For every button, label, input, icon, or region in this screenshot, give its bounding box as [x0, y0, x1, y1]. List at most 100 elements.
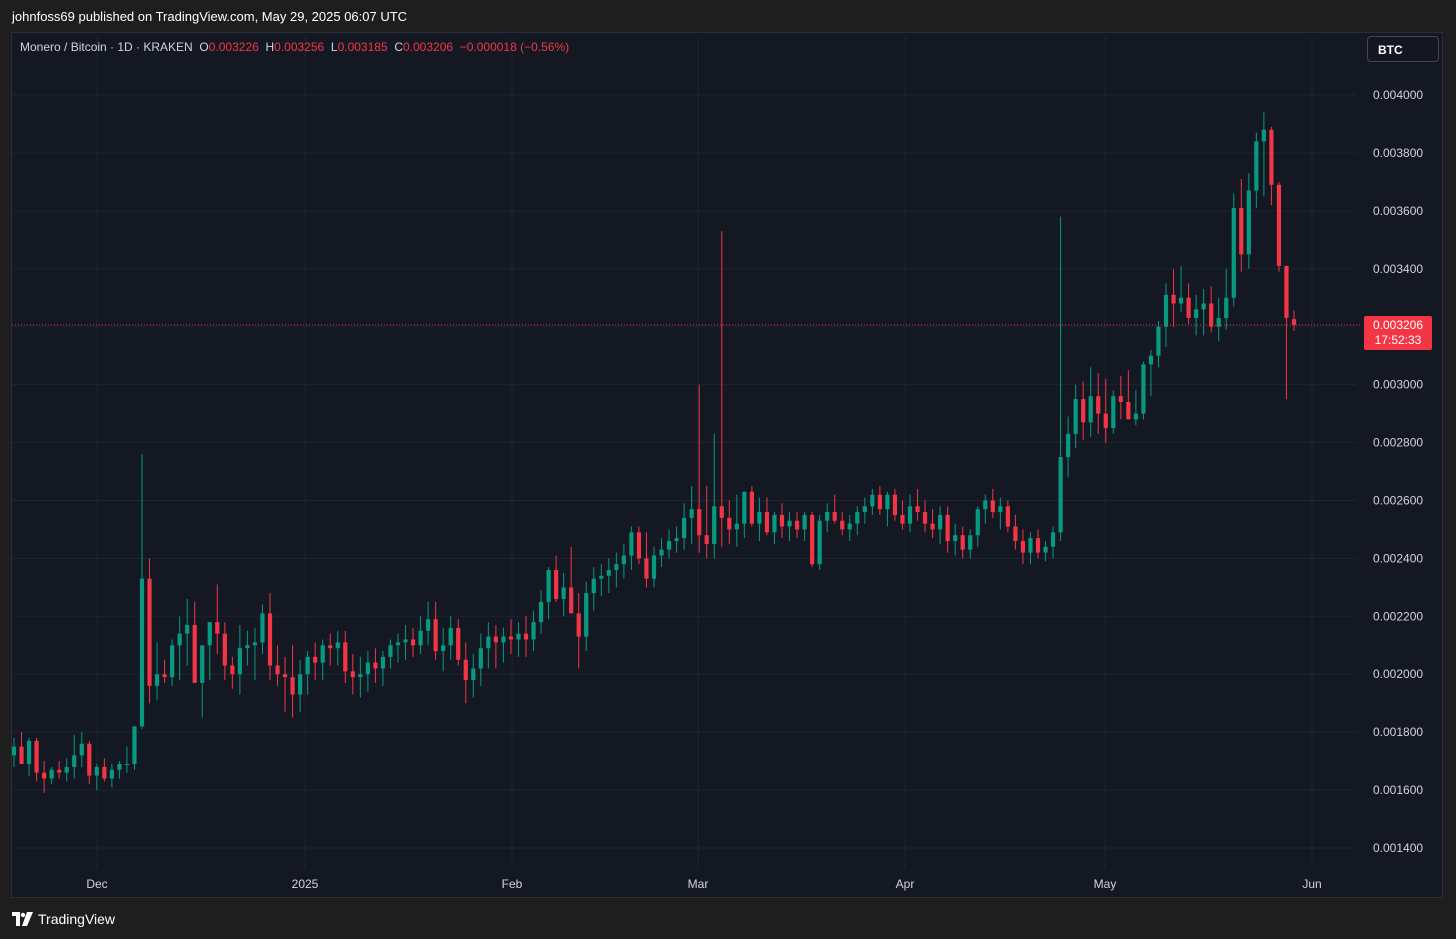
candle [1111, 390, 1116, 434]
candle [117, 761, 122, 779]
candle-body [49, 769, 54, 779]
candle-body [794, 520, 800, 530]
time-tick-label: Mar [688, 877, 709, 891]
time-axis[interactable]: Dec 2025 Feb Mar Apr May Jun [86, 877, 1321, 891]
candle-body [606, 569, 611, 576]
candle-body [463, 659, 468, 681]
candle [26, 737, 32, 776]
candle-body [1261, 129, 1266, 142]
candle-body [810, 514, 815, 565]
candle-body [418, 630, 423, 646]
candle [576, 593, 581, 669]
time-tick-label: Jun [1302, 877, 1321, 891]
candle-body [990, 500, 995, 513]
price-axis[interactable]: 0.001400 0.001600 0.001800 0.002000 0.002200… [1373, 88, 1423, 855]
candle-body [817, 520, 822, 565]
candle [19, 732, 24, 765]
candle [87, 740, 92, 785]
candle-body [501, 636, 506, 643]
candle [1043, 541, 1048, 562]
candle-body [629, 532, 634, 556]
candle [1050, 526, 1056, 559]
candle [983, 494, 988, 524]
candle-body [621, 555, 626, 565]
candle [177, 616, 182, 681]
candle [1231, 193, 1236, 307]
candle [275, 645, 280, 686]
candle [757, 497, 762, 542]
candle-body [486, 636, 491, 649]
candle [298, 659, 303, 712]
candle [666, 529, 672, 559]
candle [862, 497, 867, 524]
open-value: 0.003226 [208, 40, 259, 54]
candle [170, 639, 175, 686]
low-label: L [330, 40, 338, 54]
candle-body [403, 639, 408, 643]
candle-body [350, 671, 355, 678]
candle-body [456, 627, 461, 660]
candle-body [358, 674, 363, 678]
candle [1096, 373, 1101, 434]
candle-body [757, 512, 762, 524]
candle-body [1043, 546, 1048, 553]
candle [840, 512, 845, 536]
candle [554, 555, 559, 602]
candle [57, 761, 62, 779]
candle-body [448, 627, 453, 646]
candle [584, 581, 589, 652]
candle-body [584, 593, 589, 637]
close-label: C [394, 40, 403, 54]
candle-body [373, 662, 378, 669]
candle-body [960, 535, 965, 550]
candle-body [410, 639, 416, 646]
candle-body [320, 645, 325, 663]
candle [501, 627, 506, 663]
candle [1156, 320, 1161, 368]
candle [418, 616, 423, 654]
candle-body [569, 587, 574, 614]
candle-body [523, 633, 529, 640]
candle [320, 639, 325, 681]
candle [456, 619, 461, 666]
candle-body [712, 506, 717, 544]
candle-body [1005, 506, 1010, 527]
candle-body [674, 538, 679, 542]
candle-body [147, 578, 152, 686]
candle [659, 538, 664, 568]
candle [471, 653, 476, 698]
candle-body [953, 535, 958, 542]
candle [395, 633, 401, 663]
candle [794, 512, 800, 539]
candle [674, 526, 679, 553]
tradingview-logo[interactable]: TradingView [12, 911, 115, 927]
chart-pane[interactable] [11, 32, 1443, 898]
candle [410, 627, 416, 657]
candle [1276, 181, 1282, 272]
candle [877, 485, 882, 515]
candle-body [388, 645, 393, 657]
candle [915, 488, 920, 521]
candle-body [1096, 396, 1101, 414]
candles-layer [11, 112, 1297, 793]
candle [1066, 416, 1071, 478]
candle-body [215, 622, 220, 634]
change-value: −0.000018 (−0.56%) [459, 40, 570, 54]
candle-body [1081, 399, 1086, 423]
candle [629, 526, 634, 570]
candle [72, 735, 77, 779]
candle [787, 512, 792, 542]
candle-body [508, 636, 514, 640]
candle-body [734, 523, 739, 530]
candle-body [162, 674, 167, 678]
symbol-name[interactable]: Monero / Bitcoin · 1D · KRAKEN [20, 40, 193, 54]
candle [779, 503, 785, 539]
price-tick-label: 0.002600 [1373, 493, 1423, 507]
tradingview-brand: TradingView [38, 911, 116, 927]
currency-button[interactable]: BTC [1367, 36, 1439, 62]
candle [222, 622, 227, 681]
candle [531, 610, 536, 652]
candle [1216, 297, 1221, 342]
candle [832, 494, 837, 524]
